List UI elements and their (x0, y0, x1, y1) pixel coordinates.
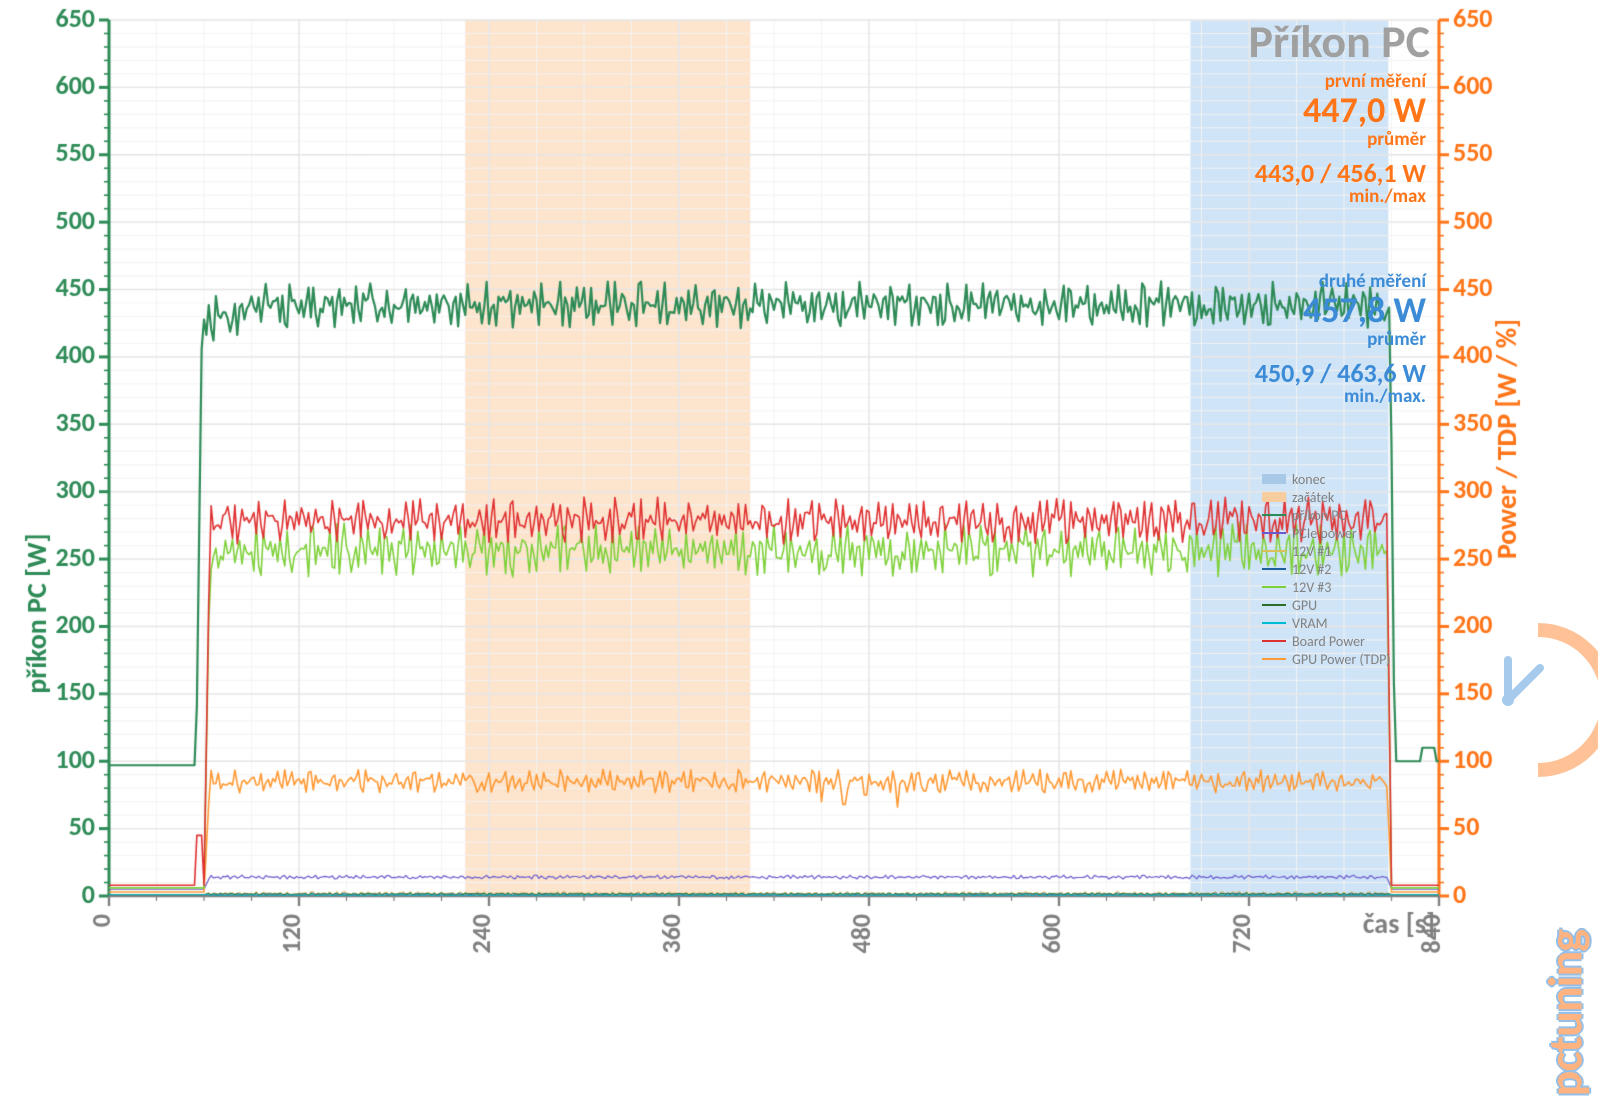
stats2-range: 450,9 / 463,6 W (1255, 360, 1426, 387)
stats1-range-sub: min./max (1255, 187, 1426, 207)
legend-swatch (1262, 640, 1286, 642)
stats2-value-sub: průměr (1255, 330, 1426, 350)
legend-swatch (1262, 658, 1286, 660)
legend-item: konec (1262, 470, 1391, 488)
legend-swatch (1262, 586, 1286, 588)
legend-label: konec (1292, 471, 1326, 488)
legend-swatch (1262, 604, 1286, 606)
stats2-range-sub: min./max. (1255, 387, 1426, 407)
legend-label: 12V #2 (1292, 561, 1331, 578)
legend-item: GPU Power (TDP) (1262, 650, 1391, 668)
chart-title: Příkon PC (1248, 14, 1430, 70)
legend: koneczačátekpříkon PCPCIe power12V #112V… (1262, 470, 1391, 668)
legend-label: VRAM (1292, 615, 1328, 632)
legend-swatch (1262, 550, 1286, 552)
legend-swatch (1262, 568, 1286, 570)
legend-item: Board Power (1262, 632, 1391, 650)
legend-swatch (1262, 514, 1286, 516)
legend-label: 12V #1 (1292, 543, 1331, 560)
legend-item: příkon PC (1262, 506, 1391, 524)
legend-swatch (1262, 474, 1286, 484)
stats-block-1: první měření 447,0 W průměr 443,0 / 456,… (1255, 72, 1426, 207)
legend-label: příkon PC (1292, 507, 1346, 524)
legend-item: 12V #2 (1262, 560, 1391, 578)
legend-label: začátek (1292, 489, 1334, 506)
watermark-clock-icon (1478, 620, 1598, 780)
legend-swatch (1262, 622, 1286, 624)
legend-item: PCIe power (1262, 524, 1391, 542)
legend-item: 12V #3 (1262, 578, 1391, 596)
legend-item: GPU (1262, 596, 1391, 614)
legend-label: GPU Power (TDP) (1292, 651, 1391, 668)
watermark: pctuning (1535, 930, 1594, 1096)
legend-item: 12V #1 (1262, 542, 1391, 560)
legend-label: 12V #3 (1292, 579, 1331, 596)
legend-label: GPU (1292, 597, 1317, 614)
legend-item: VRAM (1262, 614, 1391, 632)
stats-block-2: druhé měření 457,8 W průměr 450,9 / 463,… (1255, 272, 1426, 407)
stats1-value: 447,0 W (1255, 92, 1426, 130)
watermark-text: pctuning (1535, 930, 1594, 1096)
stats1-value-sub: průměr (1255, 130, 1426, 150)
stats2-value: 457,8 W (1255, 292, 1426, 330)
legend-label: Board Power (1292, 633, 1365, 650)
legend-swatch (1262, 492, 1286, 502)
legend-swatch (1262, 532, 1286, 534)
legend-item: začátek (1262, 488, 1391, 506)
chart-title-text: Příkon PC (1248, 14, 1430, 70)
stats1-range: 443,0 / 456,1 W (1255, 160, 1426, 187)
legend-label: PCIe power (1292, 525, 1357, 542)
